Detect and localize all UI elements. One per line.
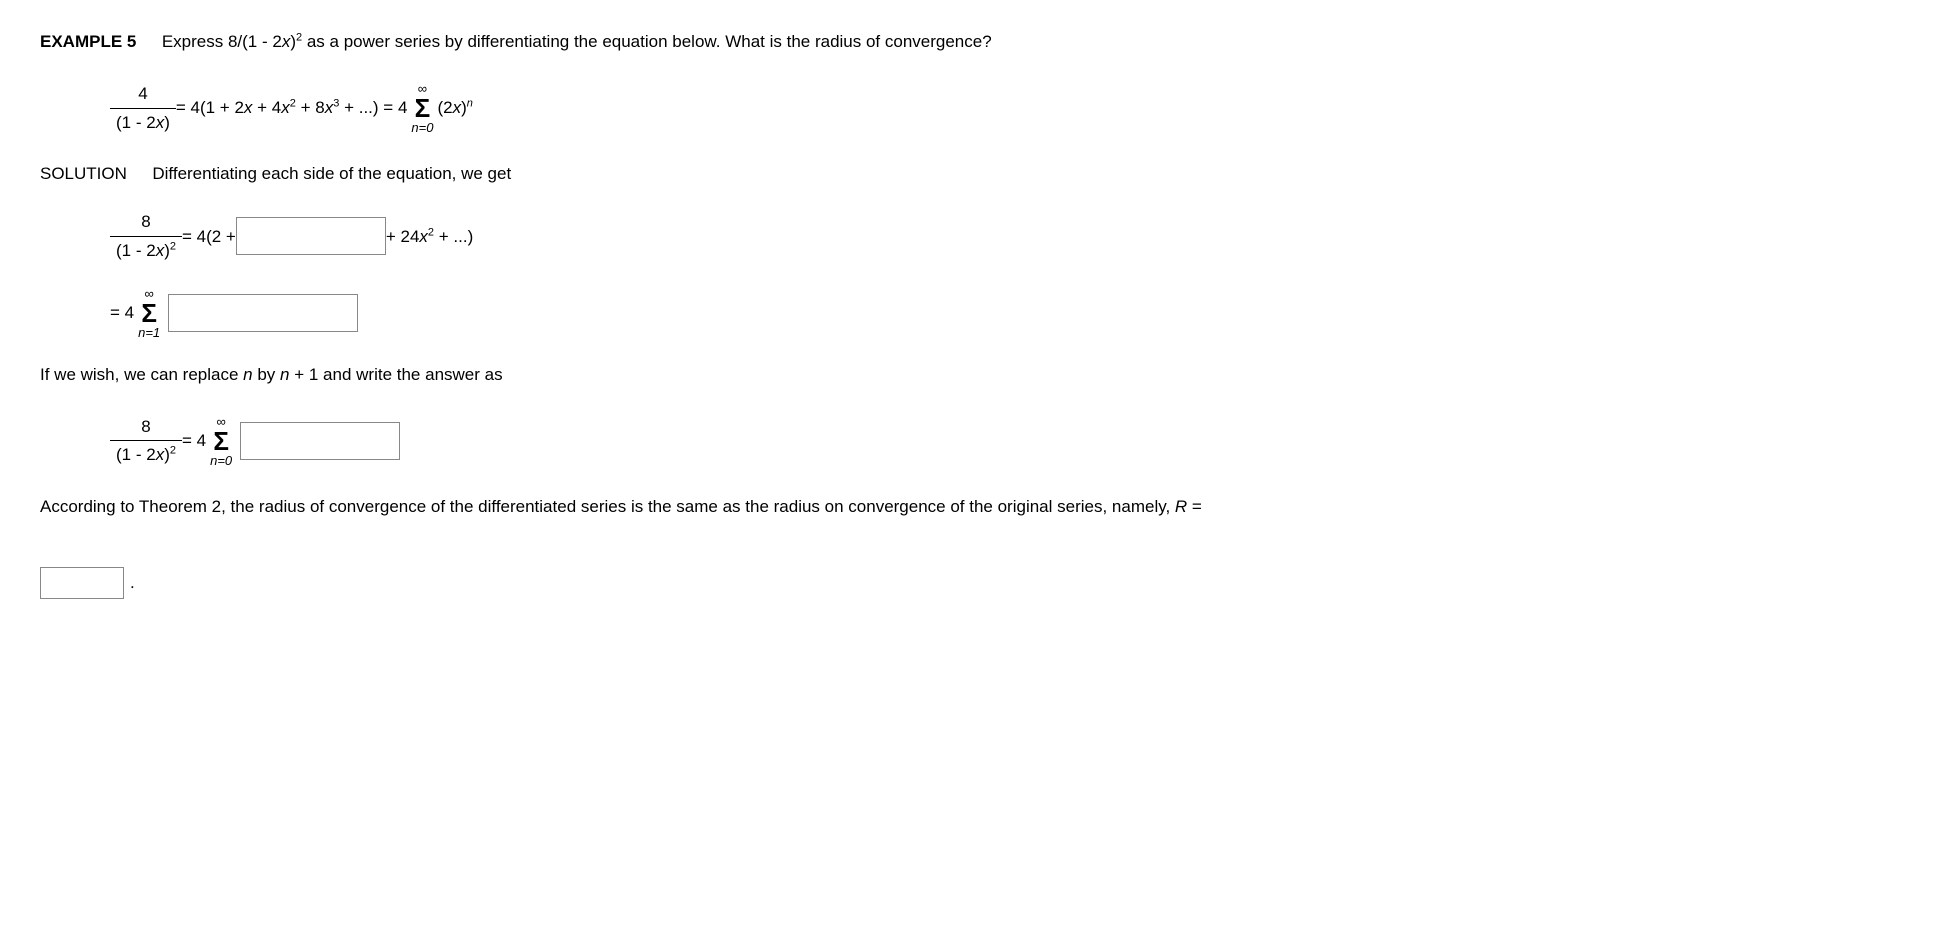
frac-den: (1 - 2x) (110, 109, 176, 135)
theorem-text: According to Theorem 2, the radius of co… (40, 495, 1902, 519)
example-header: EXAMPLE 5 Express 8/(1 - 2x)2 as a power… (40, 30, 1902, 54)
eq4-rhs: = 4 (182, 429, 206, 453)
example-label: EXAMPLE 5 (40, 32, 136, 51)
sigma-bottom: n=0 (210, 454, 232, 467)
sigma-bottom: n=1 (138, 326, 160, 339)
equation-4: 8 (1 - 2x)2 = 4 ∞ Σ n=0 (110, 415, 1902, 468)
sigma-symbol: Σ (141, 300, 157, 326)
question-text: Express 8/(1 - 2x)2 as a power series by… (162, 32, 992, 51)
frac-den: (1 - 2x)2 (110, 237, 182, 263)
replace-text: If we wish, we can replace n by n + 1 an… (40, 363, 1902, 387)
sigma-symbol: Σ (415, 95, 431, 121)
frac-num: 8 (135, 415, 156, 441)
frac-den: (1 - 2x)2 (110, 441, 182, 467)
solution-header: SOLUTION Differentiating each side of th… (40, 162, 1902, 186)
answer-input-1[interactable] (236, 217, 386, 255)
final-period: . (130, 571, 135, 595)
frac-num: 4 (132, 82, 153, 108)
answer-input-radius[interactable] (40, 567, 124, 599)
eq2-rhs-pre: = 4(2 + (182, 225, 236, 249)
equation-3: = 4 ∞ Σ n=1 (110, 287, 1902, 339)
sigma-bottom: n=0 (411, 121, 433, 134)
sigma-symbol: Σ (213, 428, 229, 454)
eq1-term: (2x)n (437, 96, 472, 120)
equation-2: 8 (1 - 2x)2 = 4(2 + + 24x2 + ...) (110, 210, 1902, 263)
solution-text: Differentiating each side of the equatio… (152, 164, 511, 183)
answer-input-3[interactable] (240, 422, 400, 460)
final-answer-line: . (40, 567, 1902, 599)
answer-input-2[interactable] (168, 294, 358, 332)
fraction-1: 4 (1 - 2x) (110, 82, 176, 135)
equation-1: 4 (1 - 2x) = 4(1 + 2x + 4x2 + 8x3 + ...)… (110, 82, 1902, 135)
fraction-2: 8 (1 - 2x)2 (110, 210, 182, 263)
solution-label: SOLUTION (40, 164, 127, 183)
sigma-1: ∞ Σ n=0 (411, 82, 433, 134)
fraction-3: 8 (1 - 2x)2 (110, 415, 182, 468)
sigma-2: ∞ Σ n=1 (138, 287, 160, 339)
sigma-3: ∞ Σ n=0 (210, 415, 232, 467)
frac-num: 8 (135, 210, 156, 236)
eq3-prefix: = 4 (110, 301, 134, 325)
eq2-rhs-post: + 24x2 + ...) (386, 225, 473, 249)
eq1-expansion: = 4(1 + 2x + 4x2 + 8x3 + ...) = 4 (176, 96, 408, 120)
